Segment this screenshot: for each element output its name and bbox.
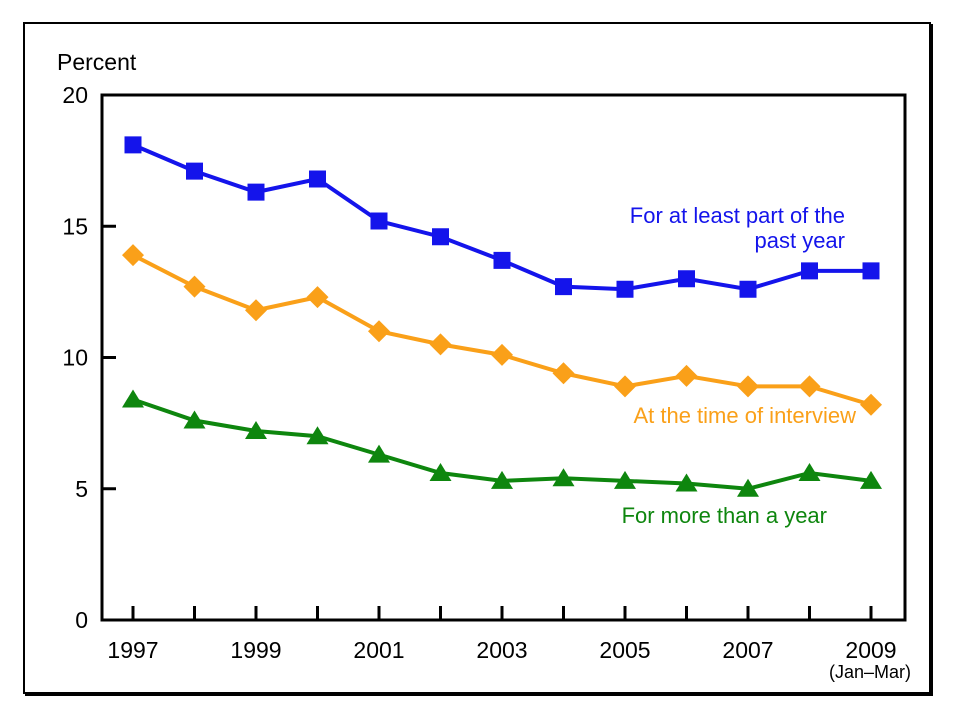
diamond-marker <box>429 333 452 356</box>
diamond-marker <box>675 364 698 387</box>
x-tick-label: 2009 <box>845 637 896 663</box>
diamond-marker <box>245 299 267 322</box>
series-label-line: past year <box>754 228 846 253</box>
triangle-marker <box>122 389 144 408</box>
x-tick-label: 1997 <box>107 637 158 663</box>
diamond-marker <box>122 244 144 267</box>
triangle-marker <box>798 463 821 481</box>
diamond-marker <box>737 375 759 398</box>
square-marker <box>247 183 265 201</box>
y-tick-label: 15 <box>62 213 88 239</box>
triangle-marker <box>860 470 882 489</box>
triangle-marker <box>737 478 759 497</box>
diamond-marker <box>614 375 636 398</box>
diamond-marker <box>491 343 513 366</box>
square-marker <box>678 270 695 288</box>
series-line <box>132 253 872 407</box>
diamond-marker <box>798 375 821 398</box>
square-marker <box>616 280 634 298</box>
triangle-marker <box>552 468 575 487</box>
square-marker <box>432 228 449 246</box>
series-label-line: At the time of interview <box>633 403 856 428</box>
triangle-marker <box>614 470 636 489</box>
triangle-marker <box>306 426 329 445</box>
series-label-part-of-year: For at least part of the past year <box>515 203 845 253</box>
series-label-line: For at least part of the <box>629 203 845 228</box>
triangle-marker <box>368 444 390 463</box>
triangle-marker <box>183 410 206 429</box>
y-tick-label: 5 <box>75 476 88 502</box>
triangle-marker <box>429 463 452 481</box>
series-label-line: For more than a year <box>621 503 827 528</box>
figure-border <box>23 22 931 694</box>
diamond-marker <box>306 286 329 309</box>
square-marker <box>370 212 388 230</box>
diamond-marker <box>183 275 206 298</box>
square-marker <box>493 251 511 269</box>
x-tick-label: 2001 <box>353 637 404 663</box>
y-tick-label: 10 <box>62 345 88 371</box>
series-label-more-than-year: For more than a year <box>497 503 827 528</box>
square-marker <box>309 170 326 188</box>
diamond-marker <box>552 362 575 385</box>
triangle-marker <box>675 473 698 492</box>
diamond-marker <box>368 320 390 343</box>
y-tick-label: 0 <box>75 607 88 633</box>
x-tick-label: 2007 <box>722 637 773 663</box>
square-marker <box>186 162 203 180</box>
square-marker <box>124 136 142 154</box>
series-label-time-of-interview: At the time of interview <box>526 403 856 428</box>
square-marker <box>739 280 757 298</box>
triangle-marker <box>245 421 267 439</box>
diamond-marker <box>860 393 882 416</box>
square-marker <box>862 262 880 280</box>
y-tick-label: 20 <box>62 82 88 108</box>
x-axis-note: (Jan–Mar) <box>828 662 912 682</box>
square-marker <box>555 278 572 296</box>
triangle-marker <box>491 470 513 489</box>
x-tick-label: 2003 <box>476 637 527 663</box>
square-marker <box>801 262 818 280</box>
x-tick-label: 2005 <box>599 637 650 663</box>
y-axis-title: Percent <box>57 49 137 75</box>
x-tick-label: 1999 <box>230 637 281 663</box>
